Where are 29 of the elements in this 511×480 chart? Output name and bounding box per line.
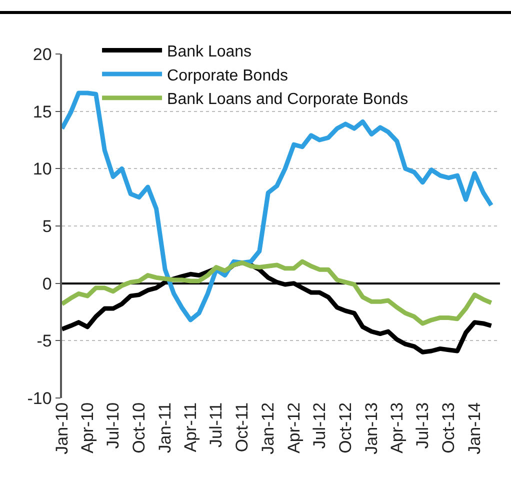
x-tick-label: Jul-12 [310, 402, 330, 449]
x-tick-label: Apr-10 [78, 402, 97, 454]
x-tick-label: Jan-14 [465, 402, 484, 454]
x-tick-label: Jan-10 [52, 402, 72, 454]
legend-label: Bank Loans and Corporate Bonds [167, 91, 408, 108]
y-tick-label: -10 [27, 388, 52, 408]
line-series [62, 259, 494, 326]
y-tick-label: 20 [32, 44, 52, 64]
x-tick-label: Apr-13 [387, 402, 406, 454]
x-tick-label: Jan-11 [156, 402, 175, 454]
x-tick-label: Jul-11 [206, 402, 226, 448]
line-series [62, 90, 494, 322]
x-tick-label: Jul-13 [413, 402, 432, 449]
x-tick-label: Oct-10 [130, 402, 149, 454]
x-tick-label: Oct-12 [336, 402, 356, 454]
y-tick-label: 15 [32, 102, 52, 122]
y-tick-label: 0 [42, 274, 52, 294]
y-tick-label: -5 [36, 332, 52, 351]
legend-label: Corporate Bonds [167, 67, 288, 84]
y-tick-label: 5 [42, 216, 52, 236]
x-tick-label: Jul-10 [104, 402, 123, 449]
x-tick-label: Oct-11 [232, 402, 252, 452]
x-tick-label: Apr-11 [181, 402, 200, 452]
x-tick-label: Apr-12 [284, 402, 304, 454]
y-tick-label: 10 [32, 160, 52, 179]
legend-label: Bank Loans [167, 44, 252, 60]
x-tick-label: Jan-13 [362, 402, 382, 454]
x-tick-label: Oct-13 [439, 402, 458, 454]
x-tick-label: Jan-12 [258, 402, 278, 454]
